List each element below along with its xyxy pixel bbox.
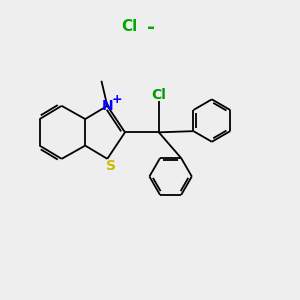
Text: S: S — [106, 159, 116, 173]
Text: Cl: Cl — [152, 88, 166, 102]
Text: -: - — [148, 18, 155, 37]
Text: N: N — [101, 99, 113, 113]
Text: Cl: Cl — [121, 19, 137, 34]
Text: +: + — [111, 93, 122, 106]
